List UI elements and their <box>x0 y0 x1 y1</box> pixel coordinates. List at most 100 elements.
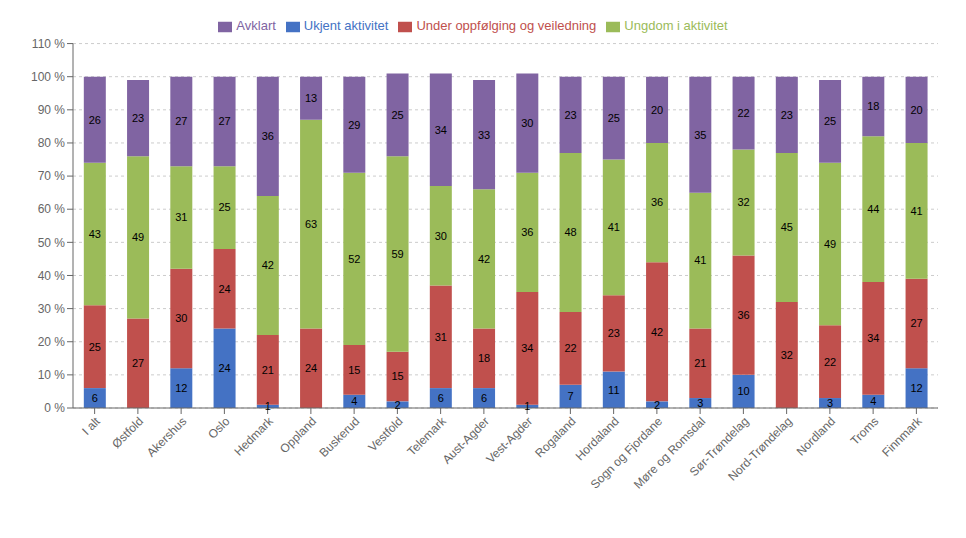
svg-text:36: 36 <box>737 309 749 321</box>
svg-text:25: 25 <box>824 115 836 127</box>
svg-text:34: 34 <box>867 332 879 344</box>
svg-text:I alt: I alt <box>79 414 103 438</box>
svg-text:30: 30 <box>521 117 533 129</box>
svg-text:Sogn og Fjordane: Sogn og Fjordane <box>588 414 666 492</box>
svg-text:4: 4 <box>351 395 357 407</box>
svg-text:Telemark: Telemark <box>404 414 449 459</box>
svg-text:10: 10 <box>737 385 749 397</box>
svg-text:33: 33 <box>478 129 490 141</box>
svg-text:42: 42 <box>651 326 663 338</box>
svg-text:12: 12 <box>175 382 187 394</box>
svg-text:63: 63 <box>305 218 317 230</box>
svg-text:25: 25 <box>391 109 403 121</box>
svg-text:43: 43 <box>89 228 101 240</box>
svg-text:42: 42 <box>262 259 274 271</box>
svg-text:Østfold: Østfold <box>109 414 146 451</box>
svg-text:Aust-Agder: Aust-Agder <box>440 414 492 466</box>
svg-text:36: 36 <box>651 196 663 208</box>
svg-text:27: 27 <box>175 115 187 127</box>
svg-text:6: 6 <box>92 392 98 404</box>
svg-text:25: 25 <box>608 112 620 124</box>
svg-text:6: 6 <box>438 392 444 404</box>
svg-text:23: 23 <box>132 112 144 124</box>
svg-text:20: 20 <box>910 104 922 116</box>
svg-text:45: 45 <box>781 221 793 233</box>
svg-text:4: 4 <box>870 395 876 407</box>
svg-text:31: 31 <box>435 331 447 343</box>
svg-text:22: 22 <box>824 356 836 368</box>
svg-text:15: 15 <box>391 370 403 382</box>
svg-text:25: 25 <box>218 201 230 213</box>
svg-text:29: 29 <box>348 119 360 131</box>
svg-text:18: 18 <box>478 352 490 364</box>
svg-text:90 %: 90 % <box>38 103 66 117</box>
svg-text:Møre og Romsdal: Møre og Romsdal <box>631 414 708 491</box>
svg-text:2: 2 <box>395 399 401 411</box>
svg-text:0 %: 0 % <box>44 401 65 415</box>
svg-text:36: 36 <box>262 130 274 142</box>
svg-text:10 %: 10 % <box>38 368 66 382</box>
svg-text:31: 31 <box>175 211 187 223</box>
svg-text:41: 41 <box>910 205 922 217</box>
svg-text:24: 24 <box>218 283 230 295</box>
svg-text:34: 34 <box>521 342 533 354</box>
svg-text:Akershus: Akershus <box>144 414 189 459</box>
svg-text:41: 41 <box>608 221 620 233</box>
svg-text:41: 41 <box>694 254 706 266</box>
svg-text:21: 21 <box>262 364 274 376</box>
svg-text:Nord-Trøndelag: Nord-Trøndelag <box>725 414 794 483</box>
svg-text:49: 49 <box>824 238 836 250</box>
svg-text:100 %: 100 % <box>31 70 65 84</box>
svg-text:Vest-Agder: Vest-Agder <box>483 414 535 466</box>
svg-text:3: 3 <box>697 397 703 409</box>
svg-text:42: 42 <box>478 253 490 265</box>
svg-text:24: 24 <box>218 362 230 374</box>
svg-text:50 %: 50 % <box>38 236 66 250</box>
svg-text:Hedmark: Hedmark <box>231 414 276 459</box>
svg-text:25: 25 <box>89 341 101 353</box>
svg-text:23: 23 <box>608 327 620 339</box>
svg-text:22: 22 <box>564 342 576 354</box>
svg-text:Finnmark: Finnmark <box>879 414 925 460</box>
svg-text:24: 24 <box>305 362 317 374</box>
svg-text:Oppland: Oppland <box>277 414 319 456</box>
svg-text:11: 11 <box>608 384 619 396</box>
svg-text:30: 30 <box>175 312 187 324</box>
svg-text:30 %: 30 % <box>38 302 66 316</box>
svg-text:35: 35 <box>694 129 706 141</box>
svg-text:32: 32 <box>737 196 749 208</box>
svg-text:22: 22 <box>737 107 749 119</box>
svg-text:20: 20 <box>651 104 663 116</box>
svg-text:15: 15 <box>348 364 360 376</box>
svg-text:34: 34 <box>435 124 447 136</box>
svg-text:18: 18 <box>867 100 879 112</box>
svg-text:27: 27 <box>218 115 230 127</box>
svg-text:40 %: 40 % <box>38 269 66 283</box>
svg-text:27: 27 <box>910 317 922 329</box>
svg-text:2: 2 <box>654 399 660 411</box>
svg-text:60 %: 60 % <box>38 202 66 216</box>
svg-text:Buskerud: Buskerud <box>317 414 363 460</box>
svg-text:21: 21 <box>694 357 706 369</box>
svg-text:80 %: 80 % <box>38 136 66 150</box>
svg-text:Nordland: Nordland <box>794 414 838 458</box>
svg-text:32: 32 <box>781 349 793 361</box>
svg-text:44: 44 <box>867 203 879 215</box>
svg-text:48: 48 <box>564 226 576 238</box>
svg-text:23: 23 <box>564 109 576 121</box>
svg-text:3: 3 <box>827 397 833 409</box>
svg-text:23: 23 <box>781 109 793 121</box>
svg-text:6: 6 <box>481 392 487 404</box>
svg-text:36: 36 <box>521 226 533 238</box>
svg-text:26: 26 <box>89 114 101 126</box>
svg-text:30: 30 <box>435 230 447 242</box>
svg-text:Troms: Troms <box>848 414 882 448</box>
svg-text:27: 27 <box>132 357 144 369</box>
svg-text:12: 12 <box>910 382 922 394</box>
svg-text:70 %: 70 % <box>38 169 66 183</box>
svg-text:59: 59 <box>391 248 403 260</box>
svg-text:110 %: 110 % <box>32 37 65 51</box>
svg-text:Vestfold: Vestfold <box>365 414 405 454</box>
svg-text:Oslo: Oslo <box>205 414 233 442</box>
svg-text:1: 1 <box>265 400 271 412</box>
